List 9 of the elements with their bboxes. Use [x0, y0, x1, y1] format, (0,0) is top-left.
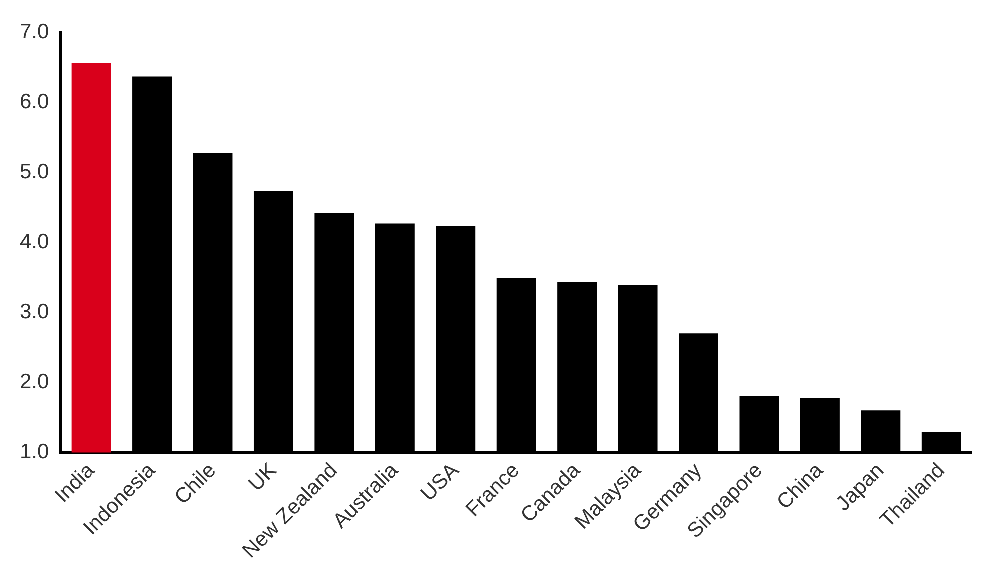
x-tick-label: USA — [416, 458, 464, 506]
y-tick-label: 2.0 — [20, 370, 50, 394]
y-tick-label: 3.0 — [20, 300, 50, 324]
y-tick-label: 1.0 — [20, 440, 50, 464]
x-tick-label: UK — [244, 458, 282, 496]
y-tick-label: 4.0 — [20, 230, 50, 254]
y-tick-label: 7.0 — [20, 20, 50, 44]
y-tick-label: 6.0 — [20, 90, 50, 114]
y-tick-label: 5.0 — [20, 160, 50, 184]
